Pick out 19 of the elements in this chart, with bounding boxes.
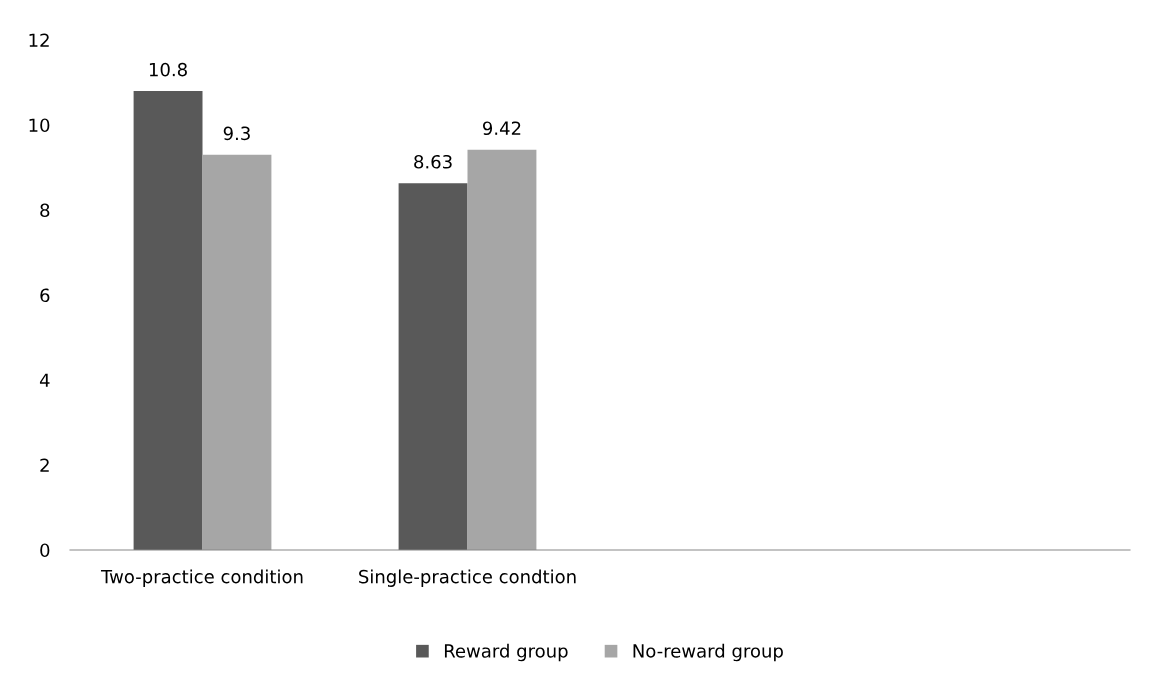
y-tick-label: 8 <box>40 203 50 218</box>
y-tick-label: 0 <box>40 543 50 558</box>
y-tick-label: 6 <box>40 288 50 303</box>
data-label: 10.8 <box>149 62 187 77</box>
bar <box>467 149 537 550</box>
bar <box>133 91 203 550</box>
legend-label: No-reward group <box>633 643 783 662</box>
y-tick-label: 10 <box>29 118 50 133</box>
bar <box>398 183 468 550</box>
y-tick-label: 4 <box>39 373 50 387</box>
data-label: 8.63 <box>414 154 452 169</box>
x-tick-label: Single-practice condtion <box>359 569 576 587</box>
x-tick-label: Two-practice condition <box>100 569 303 587</box>
legend-label: Reward group <box>444 643 568 662</box>
data-label: 9.3 <box>223 126 250 141</box>
y-tick-label: 12 <box>29 33 49 47</box>
bar <box>202 154 272 550</box>
data-label: 9.42 <box>482 121 521 136</box>
y-tick-label: 2 <box>40 458 49 472</box>
